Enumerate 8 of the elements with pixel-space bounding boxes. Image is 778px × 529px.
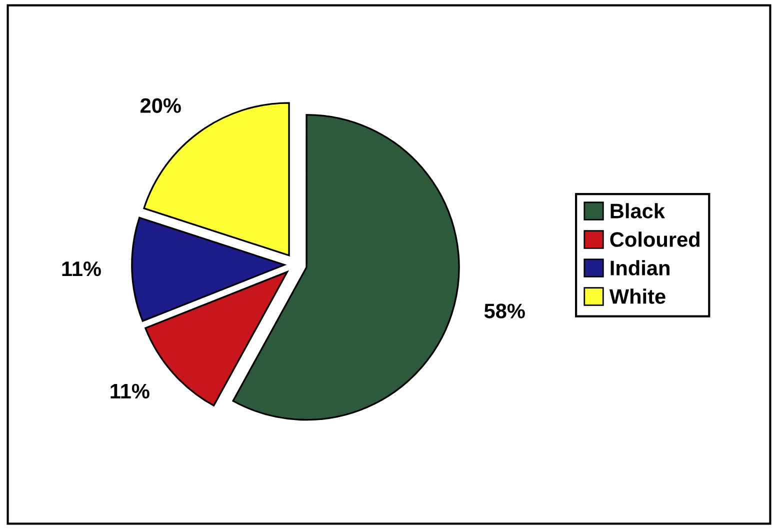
data-label: 11% [62, 261, 101, 276]
legend-label: White [609, 288, 666, 304]
data-label: 20% [140, 98, 181, 113]
data-label: 58% [484, 304, 525, 318]
legend-label: Indian [610, 260, 670, 276]
legend-label: Black [610, 203, 666, 218]
data-label: 11% [110, 384, 150, 398]
legend-label: Coloured [610, 232, 700, 247]
